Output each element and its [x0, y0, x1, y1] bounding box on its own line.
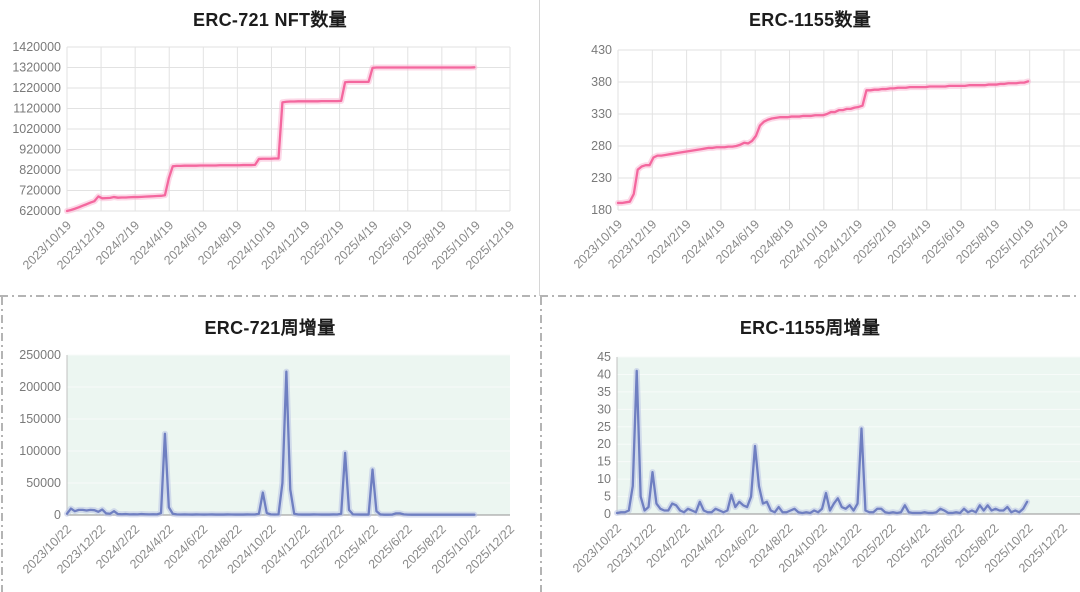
- page-break-line-horizontal: [0, 295, 1080, 297]
- panel-divider-vertical-top: [539, 0, 540, 296]
- svg-text:30: 30: [597, 402, 611, 416]
- svg-text:1020000: 1020000: [12, 122, 61, 136]
- plot-area: [618, 50, 1080, 210]
- svg-text:250000: 250000: [19, 348, 61, 362]
- series-line: [615, 78, 1032, 206]
- y-tick-labels: 620000 720000 820000 920000 1020000 1120000 12…: [12, 40, 61, 218]
- chart-panel-erc721-weekly: 0 50000 100000 150000 200000 250000 2023/10/22…: [0, 296, 540, 592]
- svg-text:180: 180: [591, 203, 612, 217]
- svg-text:5: 5: [604, 490, 611, 504]
- gridlines: [66, 46, 511, 212]
- svg-text:230: 230: [591, 171, 612, 185]
- svg-text:45: 45: [597, 350, 611, 364]
- svg-text:1220000: 1220000: [12, 81, 61, 95]
- svg-text:820000: 820000: [19, 163, 61, 177]
- series-line: [64, 368, 478, 518]
- plot-area: [617, 357, 1080, 514]
- erc721-weekly-plot: 0 50000 100000 150000 200000 250000 2023/10/22…: [19, 348, 517, 576]
- erc1155-total-plot: 180 230 280 330 380 430 2023/10/192023/12/1920…: [571, 43, 1080, 271]
- chart-title-erc721-weekly: ERC-721周增量: [204, 318, 336, 338]
- chart-panel-erc721-total: 620000 720000 820000 920000 1020000 1120000 12…: [0, 0, 540, 296]
- series-line: [64, 64, 478, 214]
- chart-title-erc1155-total: ERC-1155数量: [748, 10, 872, 30]
- page-break-line-vertical-left: [1, 297, 3, 592]
- y-tick-labels: 0 5 10 15 20 25 30 35 40 45: [597, 350, 611, 521]
- page-break-line-vertical-middle: [540, 297, 542, 592]
- svg-text:920000: 920000: [19, 143, 61, 157]
- svg-text:0: 0: [604, 507, 611, 521]
- erc1155-weekly-plot: 0 5 10 15 20 25 30 35 40 45 2023/10/222023/12/2220…: [570, 350, 1080, 575]
- svg-text:1320000: 1320000: [12, 61, 61, 75]
- svg-text:20: 20: [597, 437, 611, 451]
- svg-text:10: 10: [597, 472, 611, 486]
- svg-text:280: 280: [591, 139, 612, 153]
- x-tick-labels: 2023/10/222023/12/222024/2/222024/4/2220…: [570, 521, 1070, 575]
- svg-text:35: 35: [597, 385, 611, 399]
- y-tick-labels: 0 50000 100000 150000 200000 250000: [19, 348, 61, 522]
- svg-text:15: 15: [597, 455, 611, 469]
- svg-text:380: 380: [591, 75, 612, 89]
- chart-panel-erc1155-total: 180 230 280 330 380 430 2023/10/19 2023/12/19 20…: [540, 0, 1080, 296]
- x-tick-labels: 2023/10/192023/12/192024/2/192024/4/1920…: [20, 218, 517, 272]
- chart-panel-erc1155-weekly: 0 5 10 15 20 25 30 35 40 45 2023/10/22 2023/12/22 20…: [540, 296, 1080, 592]
- gridlines: [617, 49, 1080, 211]
- svg-text:620000: 620000: [19, 204, 61, 218]
- y-tick-labels: 180 230 280 330 380 430: [591, 43, 612, 217]
- svg-text:430: 430: [591, 43, 612, 57]
- svg-text:0: 0: [54, 508, 61, 522]
- chart-title-erc721-total: ERC-721 NFT数量: [193, 10, 347, 30]
- x-tick-labels: 2023/10/222023/12/222024/2/222024/4/2220…: [20, 522, 517, 576]
- series-line: [614, 367, 1031, 516]
- chart-title-erc1155-weekly: ERC-1155周增量: [739, 318, 881, 338]
- svg-text:1420000: 1420000: [12, 40, 61, 54]
- svg-text:40: 40: [597, 367, 611, 381]
- erc721-total-plot: 620000 720000 820000 920000 1020000 1120000 12…: [12, 40, 517, 272]
- svg-text:25: 25: [597, 420, 611, 434]
- svg-text:720000: 720000: [19, 184, 61, 198]
- svg-text:1120000: 1120000: [13, 102, 61, 116]
- svg-text:200000: 200000: [19, 380, 61, 394]
- x-tick-labels: 2023/10/192023/12/192024/2/192024/4/1920…: [571, 217, 1071, 271]
- svg-text:330: 330: [591, 107, 612, 121]
- svg-text:150000: 150000: [19, 412, 61, 426]
- svg-text:50000: 50000: [26, 476, 61, 490]
- svg-text:100000: 100000: [19, 444, 61, 458]
